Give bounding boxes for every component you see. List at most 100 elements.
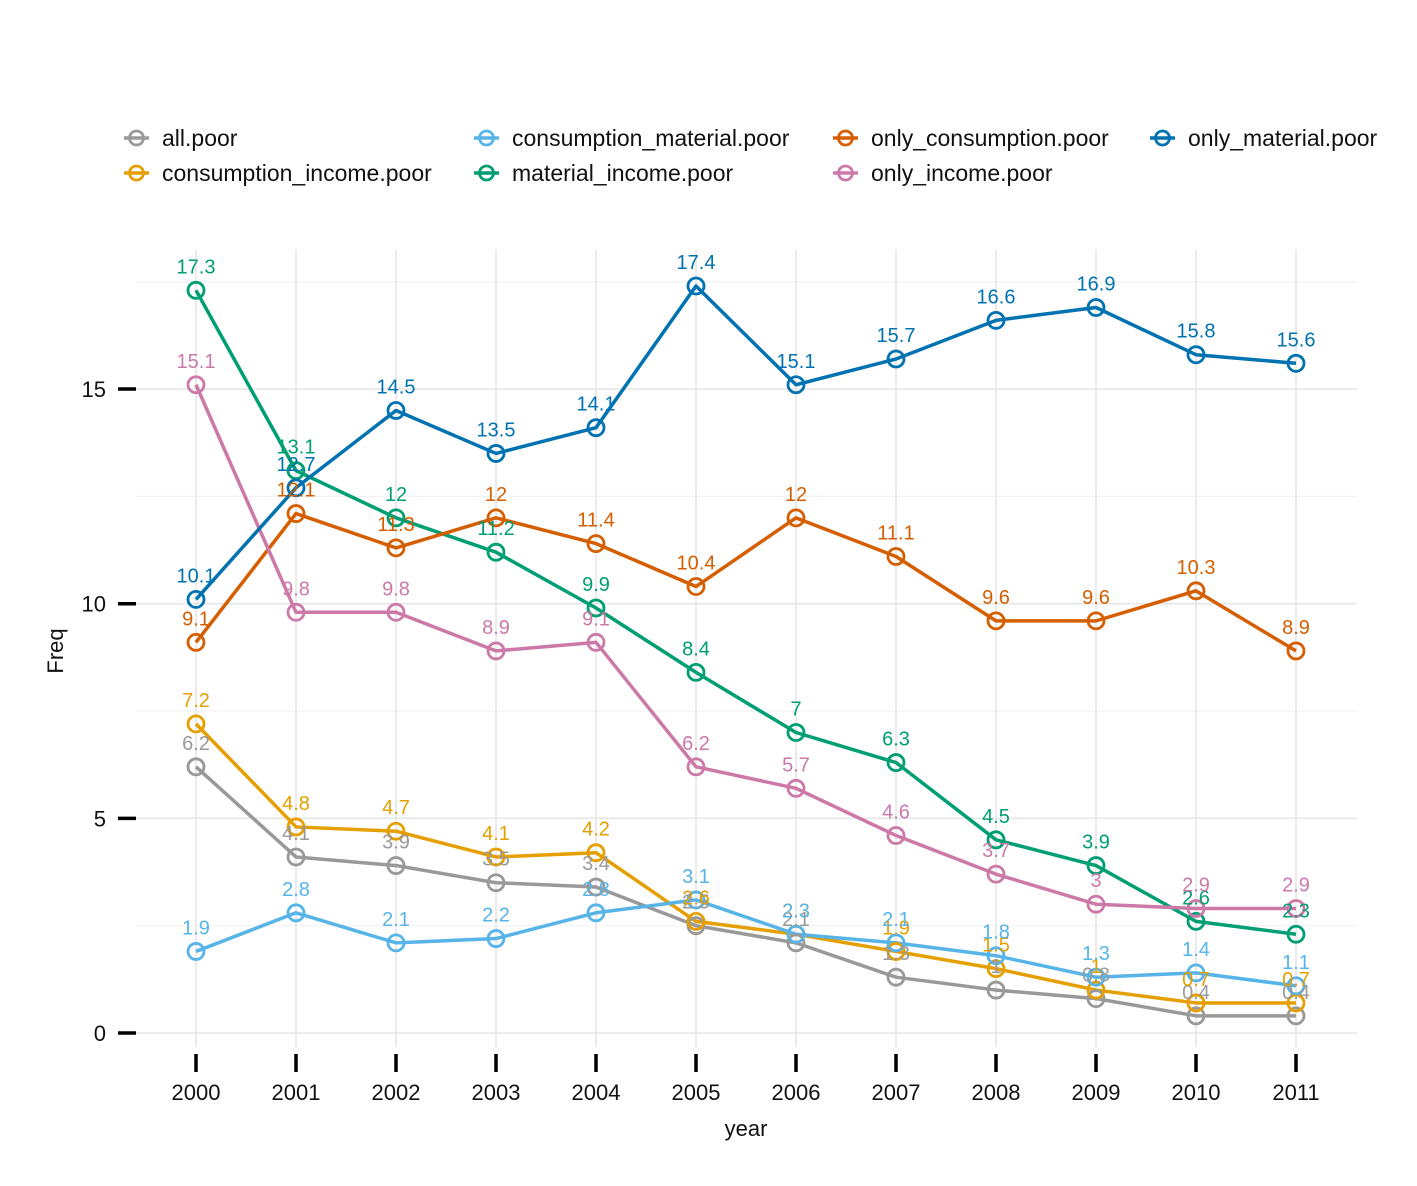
data-point [1286, 924, 1306, 944]
data-label: 1.5 [982, 935, 1010, 957]
data-label: 2.1 [782, 909, 810, 931]
data-point [486, 929, 506, 948]
data-label: 9.1 [182, 608, 210, 630]
data-label: 2.6 [1182, 887, 1210, 909]
data-point [686, 757, 706, 777]
data-label: 0.7 [1182, 969, 1210, 991]
data-point [686, 662, 706, 682]
data-label: 0.8 [1082, 965, 1110, 987]
data-label: 3.7 [982, 840, 1010, 862]
data-point [886, 547, 906, 566]
data-label: 5.7 [782, 754, 810, 776]
data-label: 0.7 [1282, 969, 1310, 991]
data-point [286, 504, 306, 523]
data-point [1186, 1006, 1206, 1026]
data-point [886, 942, 906, 961]
data-label: 2.1 [882, 909, 910, 931]
data-label: 9.1 [582, 608, 610, 630]
data-label: 4.6 [882, 802, 910, 824]
data-label: 2.8 [282, 879, 310, 901]
data-point [686, 890, 706, 910]
data-point [486, 641, 506, 661]
legend-key-marker [1154, 129, 1171, 147]
data-label: 4.1 [282, 823, 310, 845]
data-point [686, 577, 706, 596]
data-label: 9.6 [1082, 587, 1110, 609]
data-label: 14.1 [577, 394, 616, 416]
x-tick-label: 2007 [872, 1080, 921, 1105]
data-label: 11.2 [477, 518, 514, 540]
legend-label: all.poor [162, 125, 238, 151]
data-point [386, 821, 406, 841]
data-point [186, 942, 206, 961]
data-point [186, 757, 206, 777]
data-labels: 6.24.1 3.93.5 3.42.52.11.31 0.80.4 0.47.24.8… [177, 252, 1316, 1004]
legend-item: consumption_income.poor [124, 160, 432, 186]
data-point [1286, 899, 1306, 918]
data-label: 2.3 [782, 900, 810, 922]
data-point [486, 873, 506, 893]
data-label: 17.3 [177, 256, 216, 278]
data-point [286, 847, 306, 867]
data-label: 13.5 [477, 419, 516, 441]
data-label: 15.1 [777, 351, 816, 373]
legend-key-marker [837, 164, 854, 182]
data-point [1286, 353, 1306, 373]
data-point [586, 843, 606, 863]
data-label: 3.1 [682, 866, 710, 888]
y-tick-label: 10 [82, 592, 106, 617]
data-label: 15.7 [877, 325, 916, 347]
data-point [786, 933, 806, 953]
data-point [686, 276, 706, 296]
data-label: 7.2 [182, 690, 210, 712]
data-point [786, 723, 806, 742]
data-label: 3.5 [482, 849, 510, 871]
data-label: 2.9 [1282, 875, 1310, 897]
data-label: 2.3 [1282, 900, 1310, 922]
data-point [1186, 899, 1206, 918]
data-point [1286, 976, 1306, 996]
data-label: 2.9 [1182, 875, 1210, 897]
x-tick-label: 2010 [1172, 1080, 1221, 1105]
legend-key-marker [478, 164, 495, 182]
y-tick-label: 5 [94, 806, 106, 831]
x-tick-label: 2005 [672, 1080, 721, 1105]
x-axis-title: year [725, 1116, 768, 1141]
data-label: 7 [790, 698, 801, 720]
data-label: 3.9 [1082, 832, 1110, 854]
legend-label: only_income.poor [871, 160, 1053, 186]
data-label: 8.9 [482, 617, 510, 639]
data-point [186, 632, 206, 652]
data-point [786, 778, 806, 798]
data-label: 16.9 [1077, 273, 1116, 295]
legend-item: material_income.poor [474, 160, 734, 186]
series-line-only_material.poor [194, 284, 1297, 601]
legend-label: only_material.poor [1188, 125, 1378, 151]
data-point [1186, 963, 1206, 983]
data-label: 10.4 [677, 553, 716, 575]
data-point [486, 542, 506, 562]
data-label: 12.7 [277, 454, 316, 476]
data-label: 4.1 [482, 823, 510, 845]
series-line-consumption_income.poor [194, 722, 1296, 1005]
data-label: 11.1 [877, 522, 914, 544]
data-label: 0.4 [1182, 982, 1210, 1004]
data-label: 3.4 [582, 853, 610, 875]
legend-item: only_material.poor [1150, 125, 1378, 151]
data-point [286, 903, 306, 923]
data-point [486, 444, 506, 463]
data-label: 13.1 [277, 437, 316, 459]
data-point [286, 817, 306, 837]
data-point [986, 864, 1006, 884]
data-label: 12.1 [277, 480, 316, 502]
data-point [386, 933, 406, 953]
data-point [1286, 1006, 1306, 1026]
x-tick-label: 2009 [1072, 1080, 1121, 1105]
data-point [1086, 856, 1106, 875]
data-point [286, 602, 306, 622]
y-tick-label: 15 [82, 377, 106, 402]
legend-item: consumption_material.poor [474, 125, 790, 151]
data-label: 1 [990, 956, 1001, 978]
series-line-all.poor [194, 765, 1296, 1018]
